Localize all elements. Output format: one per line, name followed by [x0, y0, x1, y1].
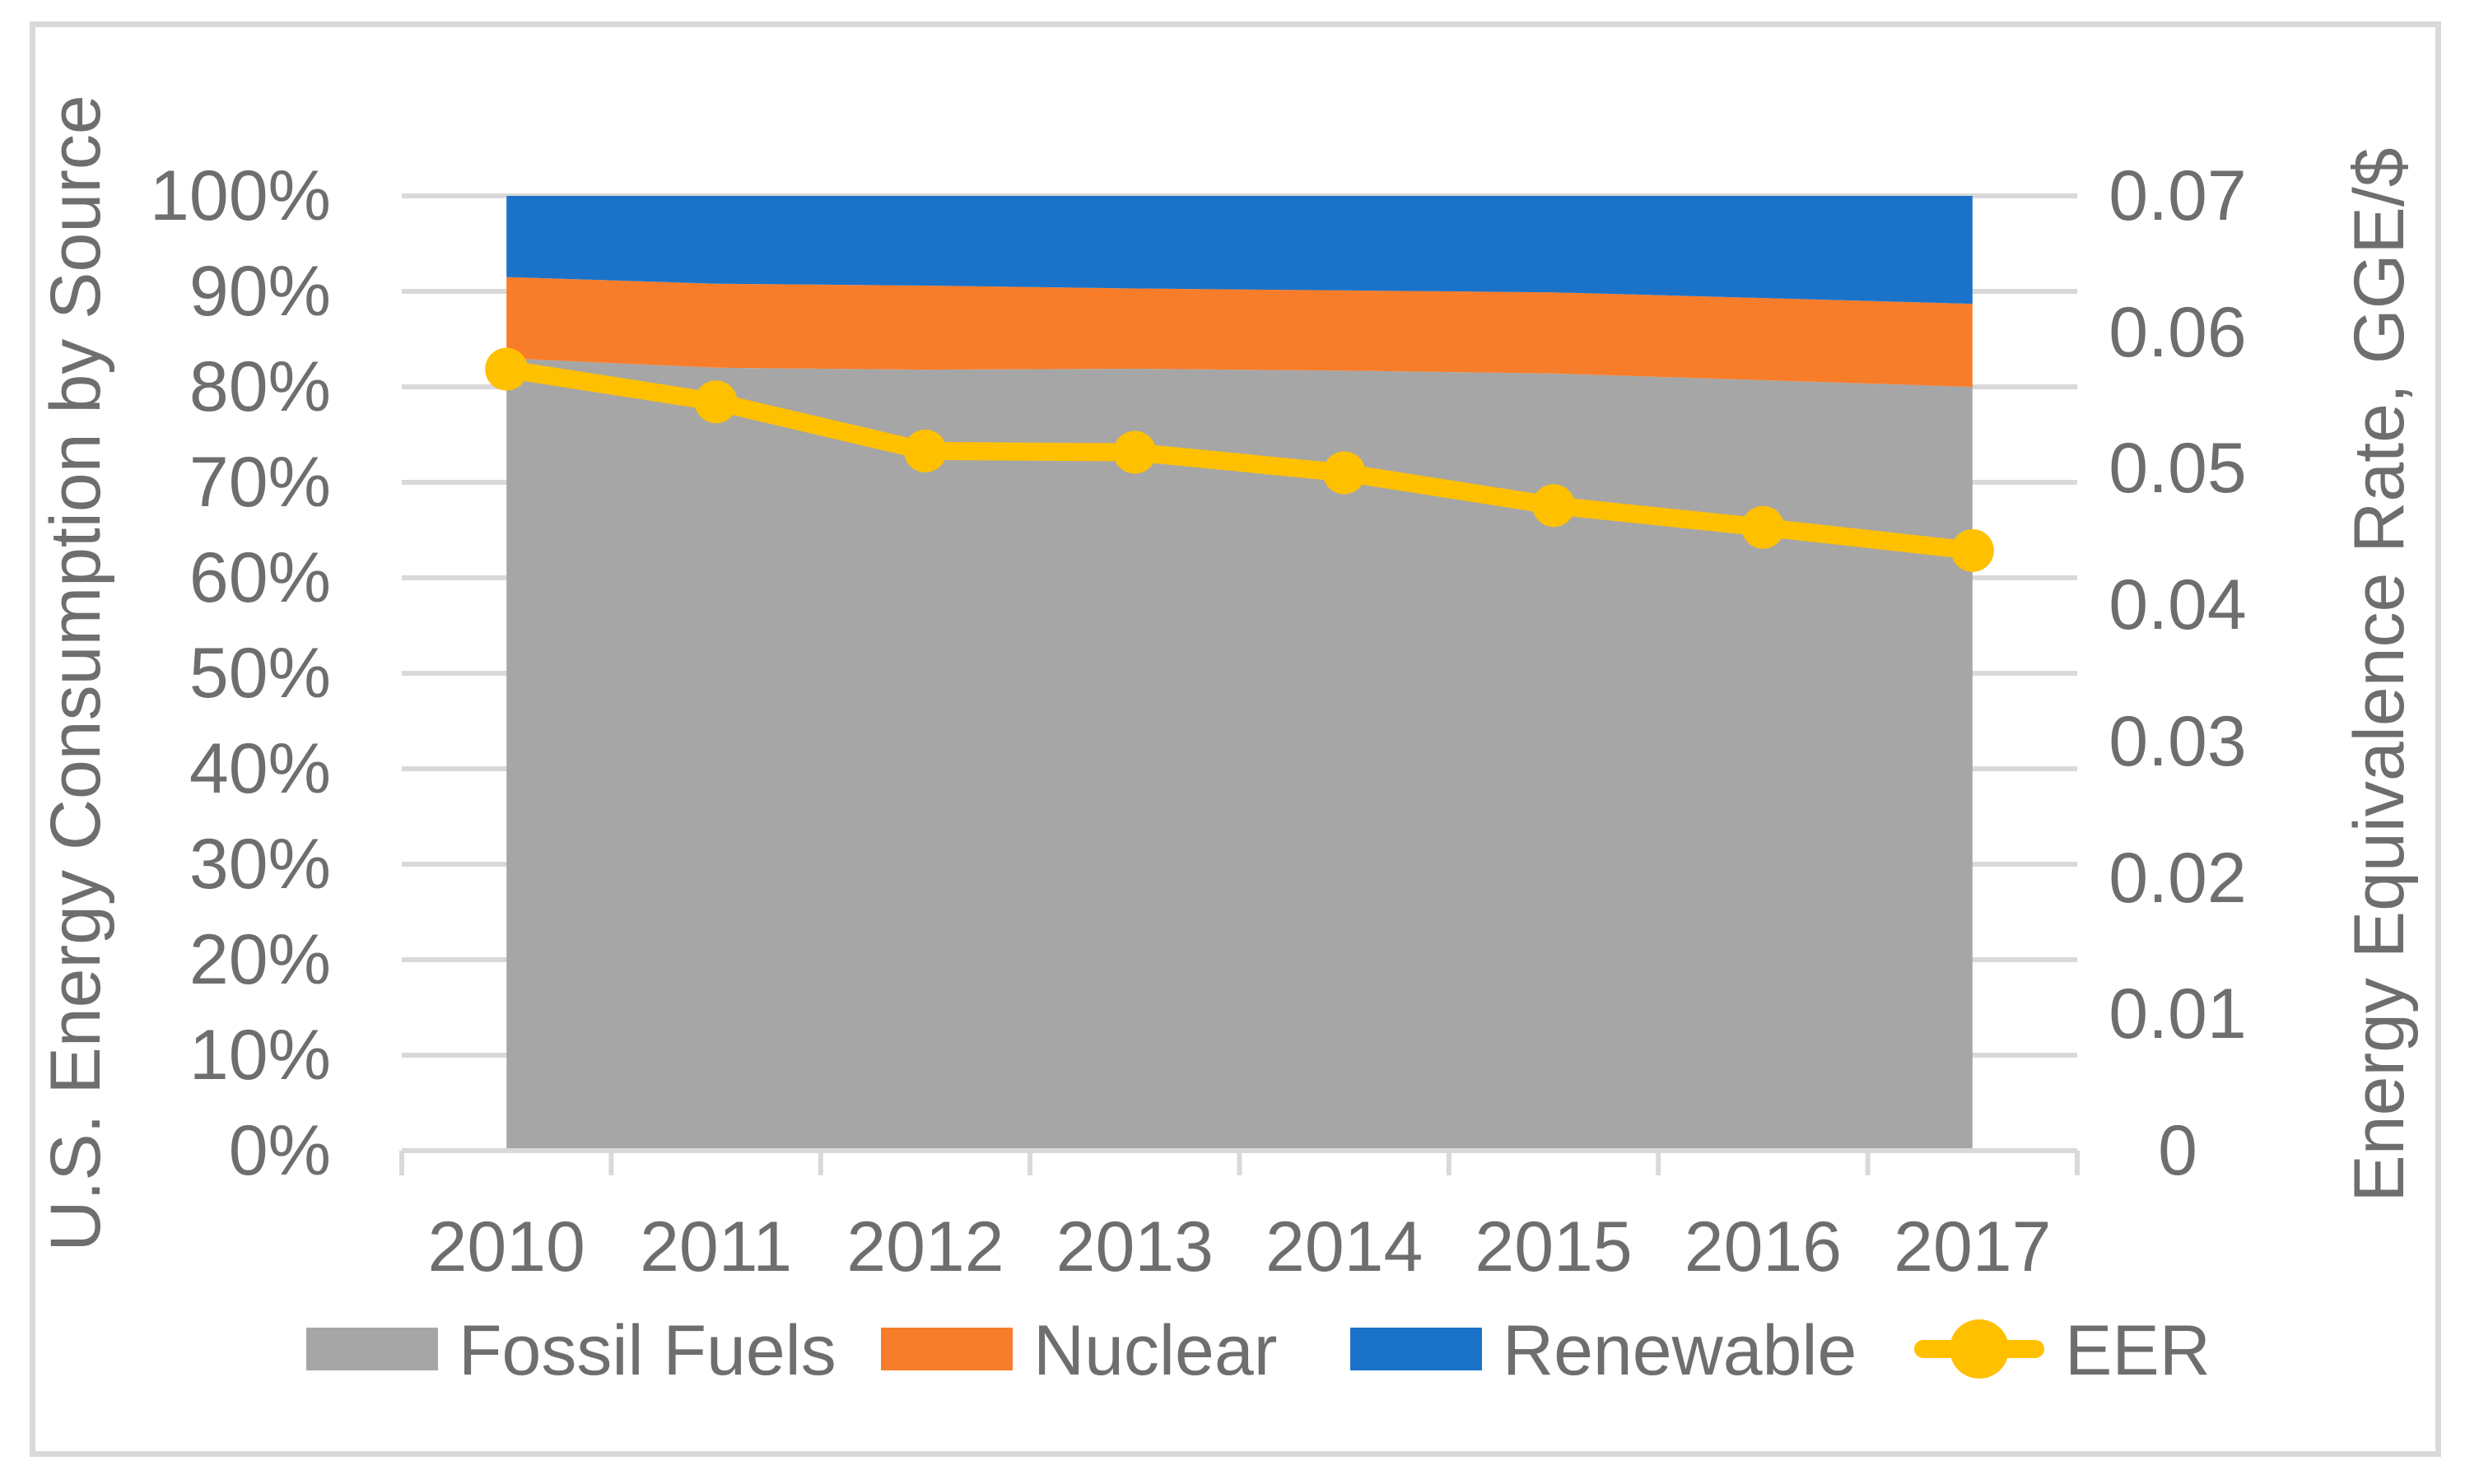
right-axis-tick-label: 0.01: [2109, 975, 2247, 1054]
right-axis-tick-label: 0.06: [2109, 292, 2247, 372]
right-axis-tick-label: 0.04: [2109, 565, 2247, 645]
area-renewable: [506, 196, 1973, 305]
right-axis-tick-label: 0.05: [2109, 429, 2247, 509]
left-axis-tick-label: 80%: [189, 347, 331, 426]
left-axis-tick-label: 100%: [150, 156, 331, 235]
x-axis-tick-label: 2011: [640, 1207, 793, 1286]
x-axis-tick-label: 2016: [1684, 1207, 1843, 1286]
eer-marker: [485, 347, 529, 391]
left-axis-title: U.S. Energy Consumption by Source: [36, 95, 115, 1252]
legend-label-renewable: Renewable: [1503, 1311, 1857, 1390]
right-axis-tick-label: 0: [2158, 1111, 2197, 1190]
legend-marker-eer: [1950, 1319, 2009, 1379]
eer-marker: [1741, 505, 1785, 549]
eer-marker: [1322, 451, 1366, 495]
right-axis-tick-label: 0.03: [2109, 701, 2247, 781]
x-axis-tick-label: 2014: [1265, 1207, 1424, 1286]
x-axis-tick-label: 2017: [1894, 1207, 2052, 1286]
left-axis-tick-label: 60%: [189, 538, 331, 617]
left-axis-tick-label: 70%: [189, 443, 331, 522]
chart-outer-border: [30, 21, 2441, 1457]
left-axis-tick-label: 10%: [189, 1016, 331, 1095]
left-axis-tick-label: 0%: [228, 1111, 331, 1190]
right-axis-title: Energy Equivalence Rate, GGE/$: [2340, 147, 2419, 1203]
eer-marker: [694, 380, 738, 424]
left-axis-tick-label: 30%: [189, 825, 331, 904]
x-axis-tick-label: 2013: [1055, 1207, 1214, 1286]
eer-marker: [1950, 528, 1994, 572]
right-axis-tick-label: 0.07: [2109, 156, 2247, 235]
x-axis-tick-label: 2015: [1475, 1207, 1633, 1286]
eer-marker: [1532, 484, 1576, 528]
x-axis-tick-label: 2010: [427, 1207, 585, 1286]
area-nuclear: [506, 277, 1973, 387]
area-fossil-fuels: [506, 358, 1973, 1151]
legend-label-fossil-fuels: Fossil Fuels: [459, 1311, 836, 1390]
legend-swatch-renewable: [1350, 1328, 1482, 1370]
legend-label-nuclear: Nuclear: [1033, 1311, 1278, 1390]
left-axis-tick-label: 90%: [189, 252, 331, 331]
eer-marker: [1113, 430, 1157, 474]
legend-swatch-fossil-fuels: [306, 1328, 438, 1370]
legend-swatch-nuclear: [881, 1328, 1013, 1370]
legend-label-eer: EER: [2065, 1311, 2211, 1390]
eer-marker: [903, 429, 947, 472]
left-axis-tick-label: 50%: [189, 634, 331, 713]
right-axis-tick-label: 0.02: [2109, 838, 2247, 918]
left-axis-tick-label: 20%: [189, 920, 331, 999]
x-axis-tick-label: 2012: [846, 1207, 1004, 1286]
eer-line: [497, 360, 1982, 560]
left-axis-tick-label: 40%: [189, 729, 331, 808]
